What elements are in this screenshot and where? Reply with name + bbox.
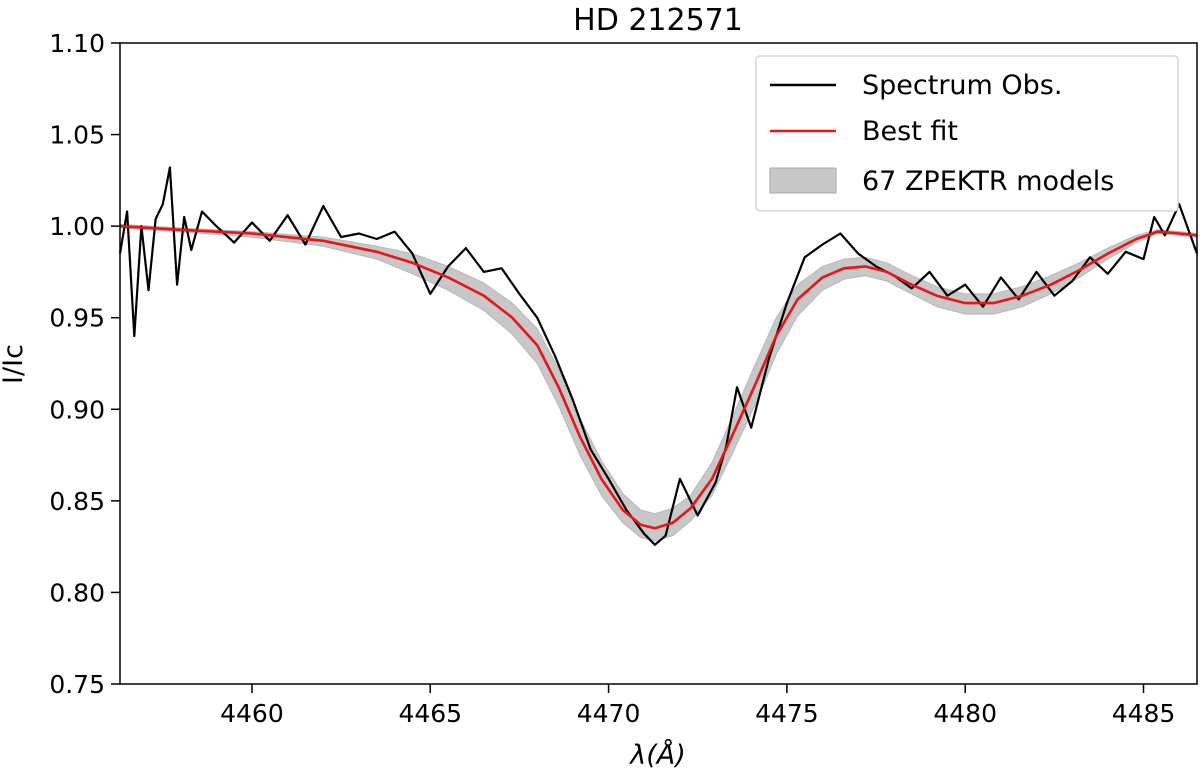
y-tick-label: 0.85 xyxy=(49,487,105,516)
y-tick-label: 0.80 xyxy=(49,578,105,607)
y-tick-label: 0.90 xyxy=(49,395,105,424)
legend: Spectrum Obs. Best fit 67 ZPEKTR models xyxy=(755,55,1179,212)
chart-title: HD 212571 xyxy=(573,3,743,38)
y-tick-label: 0.75 xyxy=(49,670,105,699)
legend-label-models: 67 ZPEKTR models xyxy=(862,166,1114,197)
x-tick-label: 4480 xyxy=(933,699,997,728)
x-tick-label: 4475 xyxy=(755,699,819,728)
plot-frame xyxy=(119,42,1198,685)
spectrum-obs-line xyxy=(118,166,1199,546)
x-tick-label: 4485 xyxy=(1112,699,1176,728)
legend-box xyxy=(755,55,1179,212)
y-axis: 0.75 0.80 0.85 0.90 0.95 1.00 1.05 1.10 xyxy=(49,29,120,699)
x-axis: 4460 4465 4470 4475 4480 4485 xyxy=(220,684,1175,728)
y-axis-label: I/Ic xyxy=(0,344,29,384)
x-tick-label: 4460 xyxy=(220,699,284,728)
x-tick-label: 4465 xyxy=(398,699,462,728)
y-tick-label: 1.05 xyxy=(49,121,105,150)
best-fit-line xyxy=(119,224,1198,530)
x-axis-label: λ(Å) xyxy=(628,739,686,771)
y-tick-label: 0.95 xyxy=(49,304,105,333)
legend-label-spectrum: Spectrum Obs. xyxy=(862,70,1062,101)
y-tick-label: 1.10 xyxy=(49,29,105,58)
series-line-layer xyxy=(118,166,1199,546)
legend-swatch-models xyxy=(769,167,837,194)
legend-label-fit: Best fit xyxy=(862,116,958,147)
y-tick-label: 1.00 xyxy=(49,212,105,241)
x-tick-label: 4470 xyxy=(577,699,641,728)
